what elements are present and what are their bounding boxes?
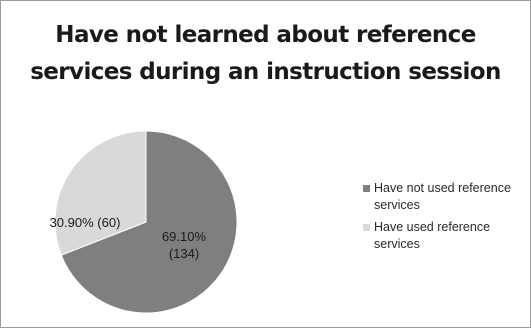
legend-swatch-used <box>363 224 370 231</box>
chart-title: Have not learned about reference service… <box>1 17 530 91</box>
chart-title-line-2: services during an instruction session <box>30 59 501 85</box>
legend-label-not-used-line-2: services <box>374 198 420 212</box>
chart-legend: Have not used reference services Have us… <box>363 180 528 258</box>
data-label-used: 30.90% (60) <box>50 215 121 230</box>
chart-title-line-1: Have not learned about reference <box>55 22 476 48</box>
legend-label-not-used-line-1: Have not used reference <box>374 181 511 195</box>
legend-label-used-line-2: services <box>374 237 420 251</box>
legend-label-used-line-1: Have used reference <box>374 220 491 234</box>
legend-swatch-not-used <box>363 185 370 192</box>
pie-slice-not-used <box>60 130 238 314</box>
pie-slice-used <box>54 130 147 256</box>
pie-slices <box>54 130 238 314</box>
legend-item-not-used: Have not used reference services <box>363 180 528 214</box>
pie-data-labels: 69.10% (134) 30.90% (60) <box>50 215 207 261</box>
data-label-not-used: 69.10% (134) <box>162 229 207 261</box>
legend-item-used: Have used reference services <box>363 219 528 253</box>
